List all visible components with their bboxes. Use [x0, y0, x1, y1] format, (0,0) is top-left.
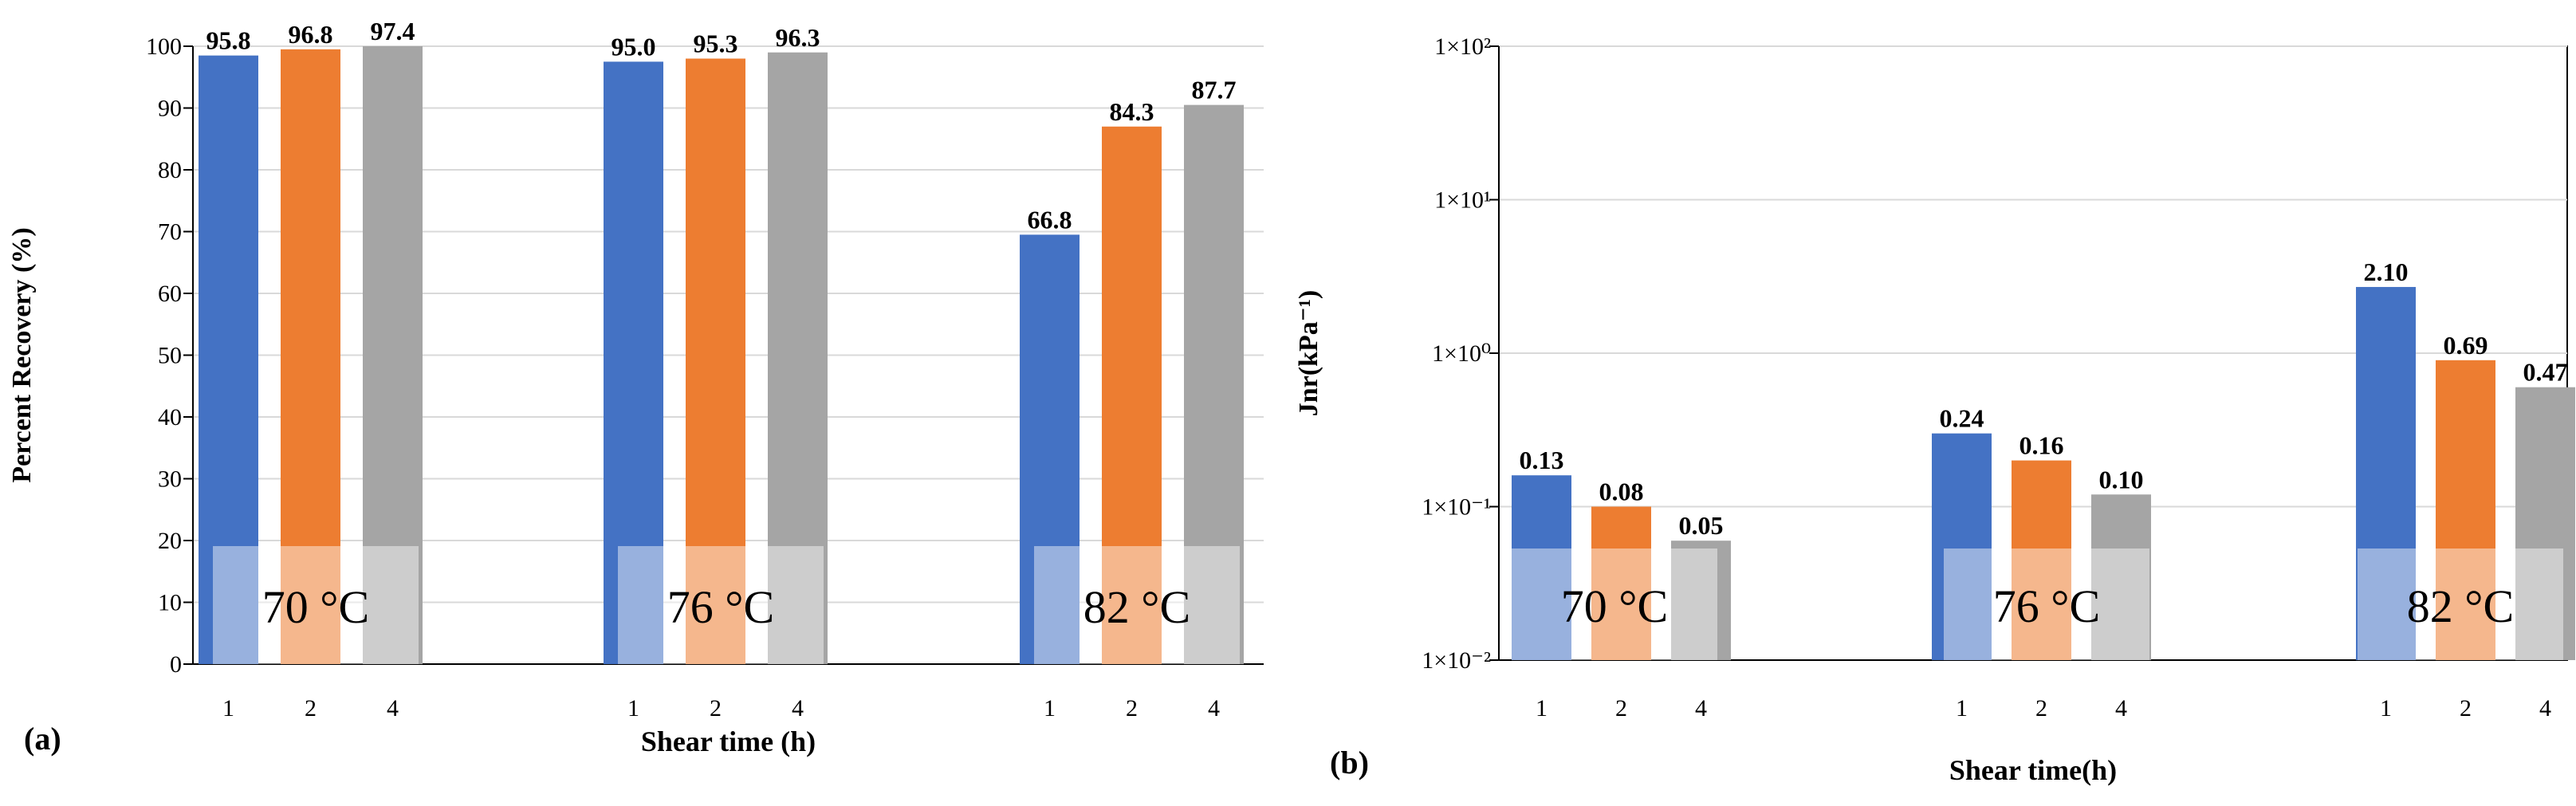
data-label: 95.3 [694, 29, 738, 58]
x-category-label: 1 [2380, 695, 2392, 721]
bar [686, 58, 745, 664]
x-category-label: 4 [387, 695, 399, 721]
data-label: 96.8 [289, 20, 333, 49]
data-label: 95.0 [612, 32, 656, 61]
y-tick-label: 1×10² [1434, 33, 1491, 60]
data-label: 0.05 [1679, 511, 1724, 540]
data-label: 0.69 [2444, 331, 2488, 360]
x-category-label: 4 [792, 695, 804, 721]
bar [1184, 104, 1244, 664]
panel-label: (a) [24, 721, 61, 757]
bar [2356, 286, 2416, 660]
bar [1020, 234, 1080, 664]
temperature-label-box [213, 546, 419, 664]
x-category-label: 4 [2539, 695, 2551, 721]
y-tick-label: 10 [158, 590, 182, 616]
bar [363, 46, 423, 664]
y-tick-label: 60 [158, 281, 182, 307]
data-label: 95.8 [206, 26, 251, 55]
y-tick-label: 1×10⁻² [1422, 647, 1491, 674]
x-category-label: 1 [1956, 695, 1968, 721]
bar [2012, 460, 2071, 660]
data-label: 0.47 [2523, 358, 2568, 387]
temperature-label: 76 °C [1993, 580, 2100, 632]
x-category-label: 1 [627, 695, 639, 721]
y-tick-label: 100 [146, 33, 182, 60]
x-category-label: 1 [222, 695, 234, 721]
data-label: 96.3 [776, 23, 820, 52]
y-tick-label: 50 [158, 343, 182, 369]
y-tick-label: 90 [158, 96, 182, 122]
y-tick-label: 70 [158, 219, 182, 246]
x-axis-title: Shear time(h) [1949, 754, 2117, 786]
temperature-label: 82 °C [1083, 581, 1190, 633]
temperature-label-box [1944, 548, 2149, 660]
y-tick-label: 1×10⁰ [1432, 340, 1491, 367]
y-tick-label: 20 [158, 528, 182, 554]
x-category-label: 4 [1695, 695, 1707, 721]
data-label: 97.4 [371, 17, 415, 45]
x-category-label: 2 [2035, 695, 2047, 721]
data-label: 0.16 [2020, 431, 2064, 460]
data-label: 84.3 [1110, 97, 1154, 126]
y-tick-label: 1×10⁻¹ [1422, 494, 1491, 521]
data-label: 2.10 [2364, 258, 2409, 286]
y-tick-label: 1×10¹ [1434, 187, 1491, 214]
temperature-label-box [2358, 548, 2563, 660]
bar [1932, 433, 1992, 660]
panel-b-chart: 1×10⁻² 1×10⁻¹ 1×10⁰ 1×10¹ 1×10² 0.13 1 0.08 2 0.0… [1294, 33, 2575, 786]
y-tick-label: 40 [158, 404, 182, 431]
bar [2091, 494, 2151, 660]
y-axis-title: Jnr(kPa⁻¹) [1294, 290, 1323, 416]
x-category-label: 2 [305, 695, 317, 721]
bar [768, 52, 828, 664]
x-category-label: 4 [2115, 695, 2127, 721]
temperature-label: 76 °C [667, 581, 774, 633]
bar [1591, 506, 1651, 660]
x-category-label: 2 [1126, 695, 1138, 721]
bar [1671, 541, 1731, 660]
x-category-label: 2 [710, 695, 722, 721]
y-tick-label: 80 [158, 157, 182, 183]
bar [604, 61, 663, 664]
x-category-label: 1 [1044, 695, 1056, 721]
data-label: 66.8 [1028, 205, 1072, 234]
temperature-label-box [618, 546, 824, 664]
x-category-label: 2 [2460, 695, 2472, 721]
x-category-label: 1 [1536, 695, 1548, 721]
panel-a-chart: 0 10 20 30 40 50 60 70 80 90 100 95.8 1 96.8 2 97.4 4 70 … [7, 17, 1264, 757]
data-label: 0.13 [1520, 446, 1564, 474]
temperature-label-box [1034, 546, 1240, 664]
x-category-label: 4 [1208, 695, 1220, 721]
bar [199, 55, 258, 664]
data-label: 0.10 [2099, 465, 2144, 493]
temperature-label: 70 °C [262, 581, 369, 633]
bar [281, 49, 340, 664]
x-axis-title: Shear time (h) [641, 725, 816, 757]
data-label: 0.24 [1940, 404, 1984, 433]
data-label: 87.7 [1192, 76, 1237, 104]
data-label: 0.08 [1599, 478, 1644, 506]
y-axis-title: Percent Recovery (%) [7, 227, 37, 482]
temperature-label-box [1512, 548, 1717, 660]
y-tick-label: 30 [158, 466, 182, 493]
temperature-label: 82 °C [2407, 580, 2514, 632]
bar [1512, 475, 1571, 660]
bar [2436, 360, 2495, 660]
bar [2515, 387, 2575, 660]
x-category-label: 2 [1615, 695, 1627, 721]
bar [1102, 126, 1162, 664]
y-tick-label: 0 [170, 651, 182, 678]
temperature-label: 70 °C [1561, 580, 1668, 632]
panel-label: (b) [1330, 745, 1369, 780]
